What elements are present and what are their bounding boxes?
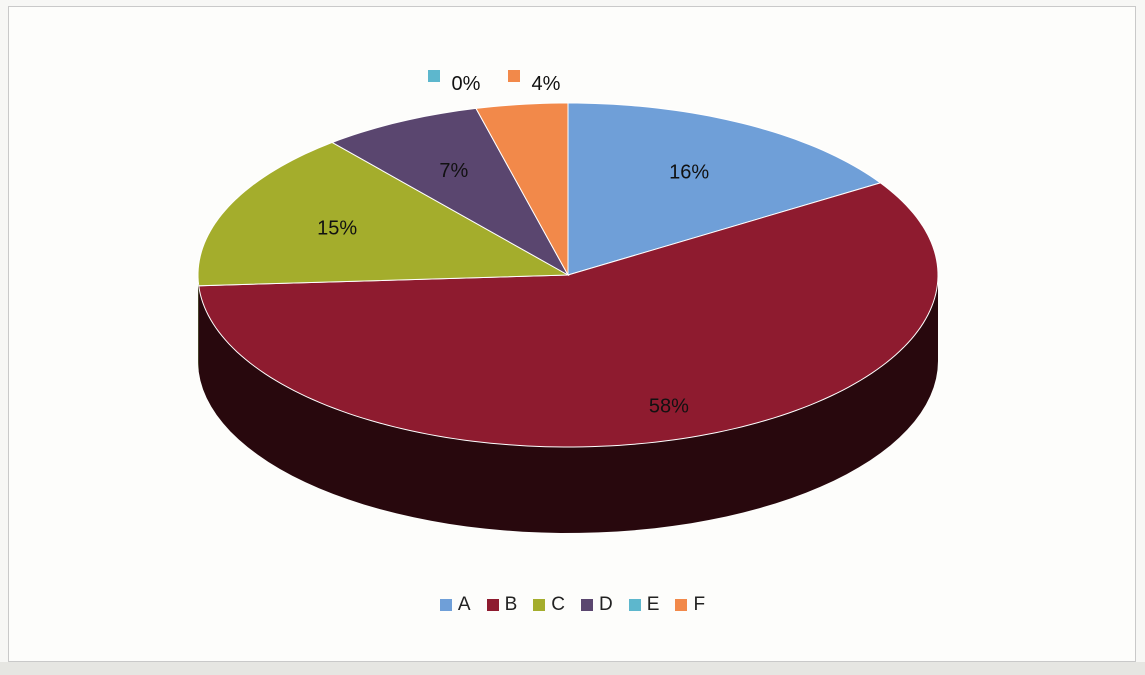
legend-label-b: B (504, 594, 518, 615)
legend-item-d: D (581, 594, 613, 616)
legend-swatch-a (439, 599, 452, 611)
legend-swatch-f (675, 599, 688, 611)
legend-label-c: C (551, 594, 566, 615)
legend-label-e: E (646, 594, 660, 615)
pie-side-walls (198, 275, 939, 533)
data-label-e: 0% (452, 73, 481, 95)
data-label-a: 16% (669, 162, 709, 184)
legend-swatch-b (486, 599, 499, 611)
data-label-d: 7% (439, 160, 468, 182)
legend-item-a: A (439, 594, 471, 616)
pie-slice-f (475, 102, 569, 276)
data-label-b: 58% (649, 395, 689, 417)
legend-label-d: D (599, 594, 613, 615)
legend-item-c: C (533, 594, 565, 616)
chart-legend: A B C D E F (0, 594, 1145, 616)
data-label-f: 4% (532, 73, 561, 95)
pie-slice-d (330, 107, 570, 277)
pie-side-b (198, 275, 939, 533)
pie-side-c (198, 275, 199, 372)
legend-item-e: E (628, 594, 660, 616)
legend-label-f: F (693, 594, 706, 615)
data-label-key-f (508, 70, 520, 82)
pie-slice-a (567, 102, 882, 276)
page-bottom-strip (0, 662, 1145, 675)
data-label-c: 15% (317, 218, 357, 240)
pie-slice-c (197, 141, 570, 287)
legend-item-f: F (675, 594, 705, 616)
legend-swatch-e (628, 599, 641, 611)
pie-slices (197, 102, 939, 448)
legend-swatch-d (581, 599, 594, 611)
legend-swatch-c (533, 599, 546, 611)
data-label-key-e (428, 70, 440, 82)
pie-data-labels: 16% 58% 15% 7% 0% 4% (317, 70, 709, 417)
legend-item-b: B (486, 594, 518, 616)
legend-label-a: A (457, 594, 471, 615)
pie-slice-b (198, 182, 939, 448)
